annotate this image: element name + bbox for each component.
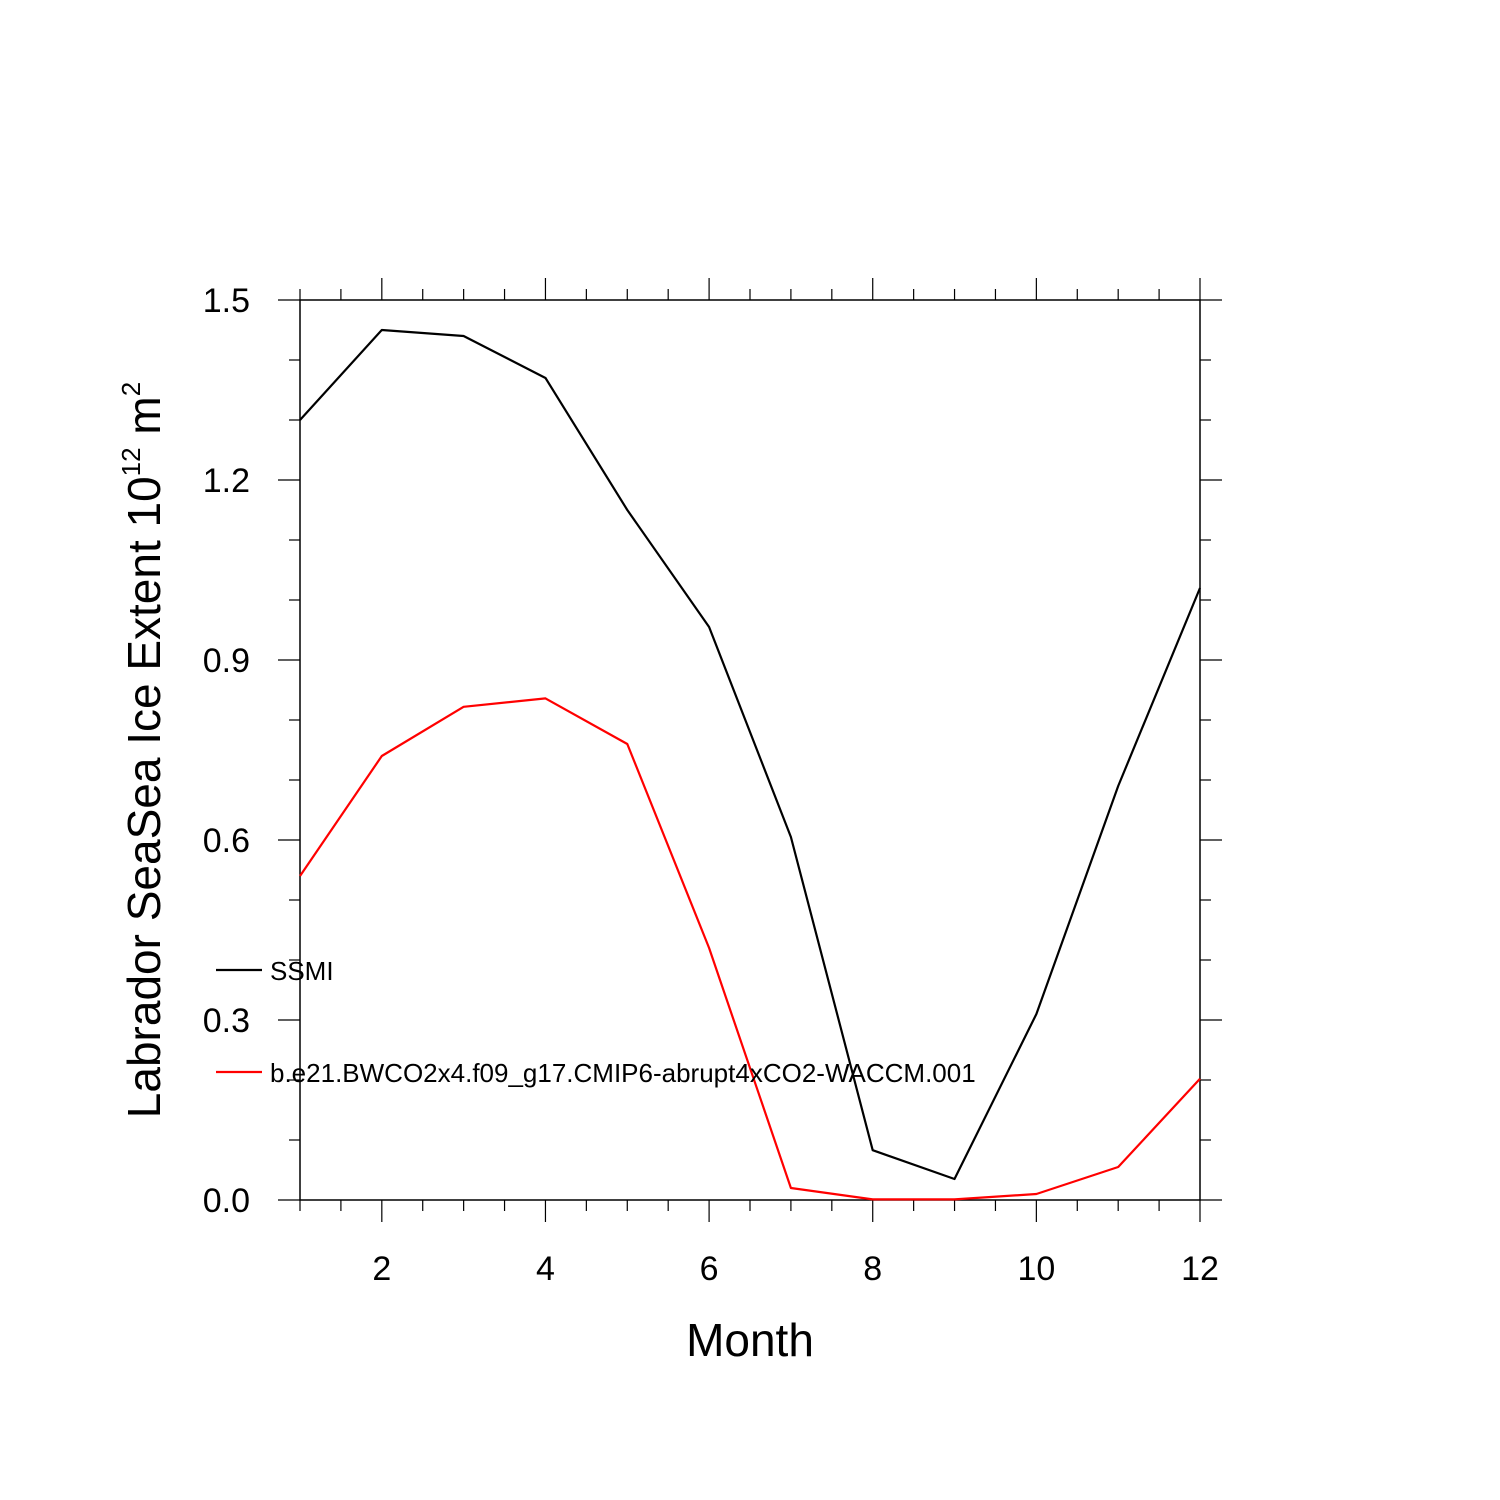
- y-tick-label: 1.5: [203, 282, 250, 320]
- tick-labels: 2 4 6 8 10 12 0.0 0.3 0.6 0.9 1.2 1.5: [203, 282, 1219, 1288]
- y-axis-title-exponent: 12: [116, 447, 146, 476]
- series-lines: [299, 328, 1202, 1201]
- y-tick-label: 0.0: [203, 1182, 250, 1220]
- x-tick-label: 4: [536, 1250, 555, 1288]
- series-line-2: [299, 697, 1201, 1201]
- series-line-1: [299, 328, 1202, 1181]
- x-tick-label: 12: [1181, 1250, 1219, 1288]
- legend-label-2: b.e21.BWCO2x4.f09_g17.CMIP6-abrupt4xCO2-…: [270, 1058, 976, 1088]
- x-tick-label: 10: [1017, 1250, 1055, 1288]
- axis-ticks: [278, 278, 1222, 1222]
- y-axis-title-unit: m: [118, 396, 170, 447]
- x-tick-label: 8: [863, 1250, 882, 1288]
- y-tick-label: 1.2: [203, 462, 250, 500]
- y-tick-label: 0.6: [203, 822, 250, 860]
- y-axis-title: Labrador SeaSea Ice Extent 1012 m2: [116, 382, 170, 1118]
- legend: SSMI b.e21.BWCO2x4.f09_g17.CMIP6-abrupt4x…: [216, 956, 976, 1088]
- y-axis-title-unit-exponent: 2: [116, 382, 146, 396]
- x-axis-title: Month: [686, 1314, 814, 1366]
- y-axis-title-main: Labrador SeaSea Ice Extent 10: [118, 476, 170, 1118]
- legend-label-1: SSMI: [270, 956, 334, 986]
- x-tick-label: 2: [372, 1250, 391, 1288]
- y-tick-label: 0.9: [203, 642, 250, 680]
- x-tick-label: 6: [700, 1250, 719, 1288]
- y-tick-label: 0.3: [203, 1002, 250, 1040]
